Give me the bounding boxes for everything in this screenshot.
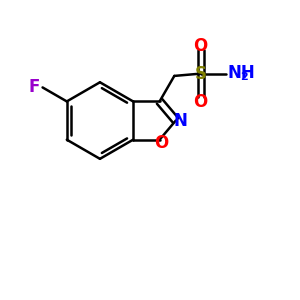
Text: N: N xyxy=(173,112,187,130)
Text: F: F xyxy=(28,78,40,96)
Text: O: O xyxy=(194,37,208,55)
Text: S: S xyxy=(195,64,207,82)
Text: 2: 2 xyxy=(240,72,247,82)
Text: O: O xyxy=(194,93,208,111)
Text: O: O xyxy=(154,134,168,152)
Text: NH: NH xyxy=(227,64,255,82)
